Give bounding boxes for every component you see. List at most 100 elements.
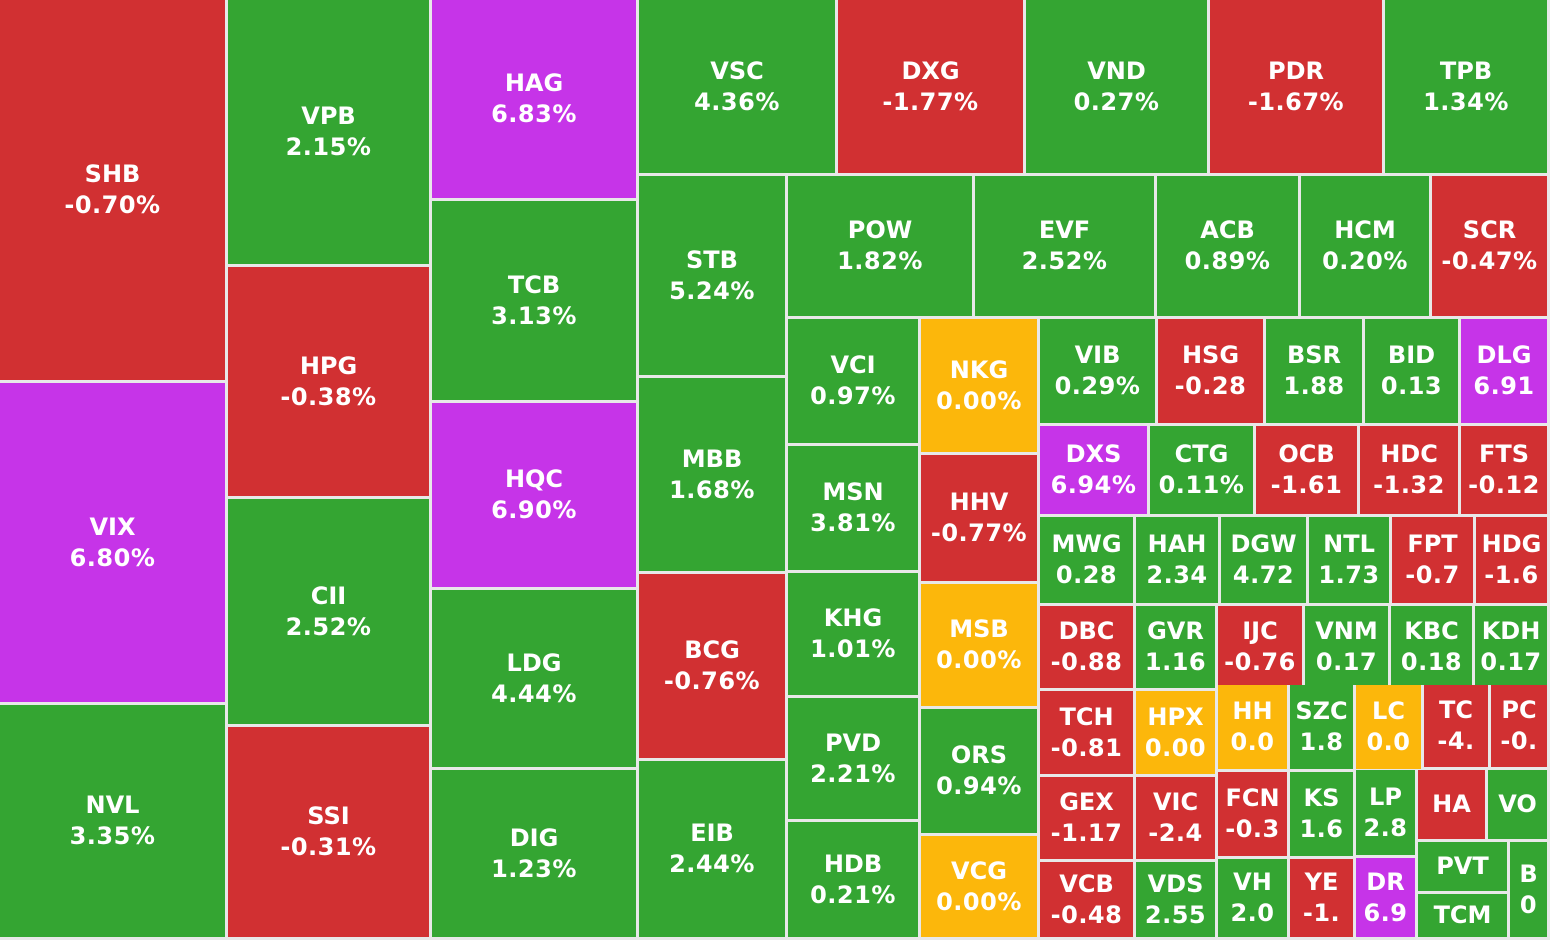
tile-gvr[interactable]: GVR 1.16 xyxy=(1136,606,1218,691)
tile-ijc[interactable]: IJC -0.76 xyxy=(1218,606,1305,691)
tile-ssi[interactable]: SSI -0.31% xyxy=(228,727,432,940)
tile-dgw[interactable]: DGW 4.72 xyxy=(1221,517,1309,606)
tile-hhv[interactable]: HHV -0.77% xyxy=(921,455,1040,584)
tile-change: 3.35% xyxy=(69,822,156,850)
tile-ticker: LDG xyxy=(506,648,562,677)
tile-ticker: BSR xyxy=(1286,341,1342,369)
tile-ye[interactable]: YE -1. xyxy=(1290,859,1356,940)
tile-dr[interactable]: DR 6.9 xyxy=(1356,858,1418,940)
tile-tpb[interactable]: TPB 1.34% xyxy=(1385,0,1550,176)
tile-ticker: HSG xyxy=(1181,341,1240,369)
tile-bsr[interactable]: BSR 1.88 xyxy=(1266,319,1365,426)
tile-shb[interactable]: SHB -0.70% xyxy=(0,0,228,383)
tile-hh[interactable]: HH 0.0 xyxy=(1218,685,1290,772)
tile-ticker: HDG xyxy=(1481,530,1542,558)
tile-kbc[interactable]: KBC 0.18 xyxy=(1391,606,1475,691)
tile-ctg[interactable]: CTG 0.11% xyxy=(1150,426,1256,517)
tile-ticker: HQC xyxy=(504,465,564,493)
tile-change: 1.6 xyxy=(1299,815,1344,843)
tile-hdc[interactable]: HDC -1.32 xyxy=(1360,426,1461,517)
tile-pvt[interactable]: PVT xyxy=(1418,842,1510,894)
tile-scr[interactable]: SCR -0.47% xyxy=(1432,176,1550,319)
tile-stb[interactable]: STB 5.24% xyxy=(639,176,788,378)
tile-ticker: DXG xyxy=(901,56,960,85)
tile-dig[interactable]: DIG 1.23% xyxy=(432,770,639,940)
tile-vic[interactable]: VIC -2.4 xyxy=(1136,777,1218,862)
tile-pc[interactable]: PC -0. xyxy=(1491,685,1550,770)
tile-pdr[interactable]: PDR -1.67% xyxy=(1210,0,1385,176)
tile-fts[interactable]: FTS -0.12 xyxy=(1461,426,1550,517)
tile-nvl[interactable]: NVL 3.35% xyxy=(0,705,228,940)
tile-hpx[interactable]: HPX 0.00 xyxy=(1136,691,1218,777)
tile-hcm[interactable]: HCM 0.20% xyxy=(1301,176,1432,319)
tile-dxg[interactable]: DXG -1.77% xyxy=(838,0,1026,176)
tile-vh[interactable]: VH 2.0 xyxy=(1218,859,1290,940)
tile-ntl[interactable]: NTL 1.73 xyxy=(1309,517,1392,606)
tile-vci[interactable]: VCI 0.97% xyxy=(788,319,921,446)
tile-khg[interactable]: KHG 1.01% xyxy=(788,573,921,698)
tile-mwg[interactable]: MWG 0.28 xyxy=(1040,517,1136,606)
tile-ticker: OCB xyxy=(1278,440,1335,468)
tile-vnd[interactable]: VND 0.27% xyxy=(1026,0,1210,176)
tile-hqc[interactable]: HQC 6.90% xyxy=(432,403,639,590)
tile-vpb[interactable]: VPB 2.15% xyxy=(228,0,432,267)
tile-acb[interactable]: ACB 0.89% xyxy=(1157,176,1301,319)
tile-hdb[interactable]: HDB 0.21% xyxy=(788,822,921,940)
tile-vsc[interactable]: VSC 4.36% xyxy=(639,0,838,176)
tile-ticker: NVL xyxy=(85,791,140,819)
tile-dlg[interactable]: DLG 6.91 xyxy=(1461,319,1550,426)
tile-ticker: LC xyxy=(1372,697,1405,725)
tile-bcg[interactable]: BCG -0.76% xyxy=(639,574,788,761)
tile-msn[interactable]: MSN 3.81% xyxy=(788,446,921,573)
tile-vnm[interactable]: VNM 0.17 xyxy=(1305,606,1391,691)
tile-mbb[interactable]: MBB 1.68% xyxy=(639,378,788,574)
tile-eib[interactable]: EIB 2.44% xyxy=(639,761,788,940)
tile-hpg[interactable]: HPG -0.38% xyxy=(228,267,432,499)
tile-change: 0.00% xyxy=(936,646,1022,674)
tile-ticker: HPG xyxy=(299,351,358,380)
tile-ocb[interactable]: OCB -1.61 xyxy=(1256,426,1360,517)
tile-vo[interactable]: VO xyxy=(1488,770,1550,842)
tile-msb[interactable]: MSB 0.00% xyxy=(921,584,1040,709)
tile-ticker: B xyxy=(1519,859,1538,888)
tile-vcb[interactable]: VCB -0.48 xyxy=(1040,862,1136,940)
tile-ks[interactable]: KS 1.6 xyxy=(1290,772,1356,859)
tile-change: 1.01% xyxy=(810,635,896,663)
tile-hdg[interactable]: HDG -1.6 xyxy=(1476,517,1550,606)
tile-dxs[interactable]: DXS 6.94% xyxy=(1040,426,1150,517)
tile-vds[interactable]: VDS 2.55 xyxy=(1136,862,1218,940)
tile-szc[interactable]: SZC 1.8 xyxy=(1290,685,1356,772)
tile-fpt[interactable]: FPT -0.7 xyxy=(1392,517,1476,606)
tile-pvd[interactable]: PVD 2.21% xyxy=(788,698,921,822)
tile-tcm[interactable]: TCM xyxy=(1418,894,1510,940)
tile-hag[interactable]: HAG 6.83% xyxy=(432,0,639,201)
tile-gex[interactable]: GEX -1.17 xyxy=(1040,777,1136,862)
tile-lc[interactable]: LC 0.0 xyxy=(1356,685,1424,772)
tile-cii[interactable]: CII 2.52% xyxy=(228,499,432,727)
tile-tch[interactable]: TCH -0.81 xyxy=(1040,691,1136,777)
tile-bid[interactable]: BID 0.13 xyxy=(1365,319,1461,426)
tile-ticker: VNM xyxy=(1315,617,1378,645)
tile-ticker: SSI xyxy=(307,802,350,830)
tile-hsg[interactable]: HSG -0.28 xyxy=(1158,319,1266,426)
tile-ors[interactable]: ORS 0.94% xyxy=(921,709,1040,836)
tile-fcn[interactable]: FCN -0.3 xyxy=(1218,772,1290,859)
tile-kdh[interactable]: KDH 0.17 xyxy=(1475,606,1550,691)
tile-change: -1.17 xyxy=(1050,819,1123,847)
tile-ticker: MBB xyxy=(681,444,743,473)
tile-vib[interactable]: VIB 0.29% xyxy=(1040,319,1158,426)
tile-ldg[interactable]: LDG 4.44% xyxy=(432,590,639,770)
tile-pow[interactable]: POW 1.82% xyxy=(788,176,975,319)
tile-lp[interactable]: LP 2.8 xyxy=(1356,770,1418,858)
tile-tcb[interactable]: TCB 3.13% xyxy=(432,201,639,403)
tile-nkg[interactable]: NKG 0.00% xyxy=(921,319,1040,455)
tile-vix[interactable]: VIX 6.80% xyxy=(0,383,228,705)
tile-tc[interactable]: TC -4. xyxy=(1424,685,1491,770)
tile-ha[interactable]: HA xyxy=(1418,770,1488,842)
tile-dbc[interactable]: DBC -0.88 xyxy=(1040,606,1136,691)
tile-hah[interactable]: HAH 2.34 xyxy=(1136,517,1221,606)
tile-vcg[interactable]: VCG 0.00% xyxy=(921,836,1040,940)
tile-evf[interactable]: EVF 2.52% xyxy=(975,176,1157,319)
tile-change: -0.31% xyxy=(280,833,377,861)
